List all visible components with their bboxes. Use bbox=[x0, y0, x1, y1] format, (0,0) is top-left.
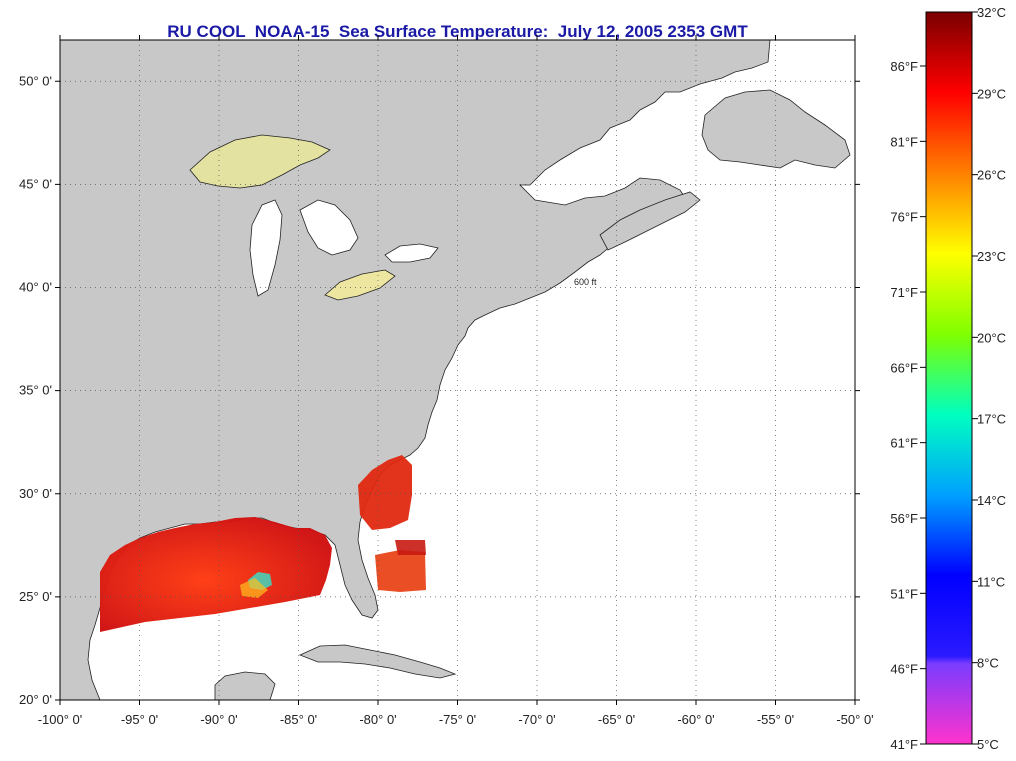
gulf-stream-edge bbox=[395, 540, 426, 555]
lon-tick-label: -100° 0' bbox=[38, 712, 83, 727]
lon-tick-label: -50° 0' bbox=[836, 712, 873, 727]
lon-tick-label: -80° 0' bbox=[359, 712, 396, 727]
colorbar-fahrenheit-label: 46°F bbox=[890, 662, 918, 677]
cuba-land bbox=[298, 644, 457, 679]
map-title: RU COOL NOAA-15 Sea Surface Temperature:… bbox=[167, 22, 748, 41]
lon-tick-label: -60° 0' bbox=[677, 712, 714, 727]
colorbar-celsius-label: 26°C bbox=[977, 168, 1006, 183]
lake-erie bbox=[324, 269, 396, 301]
lon-tick-label: -90° 0' bbox=[200, 712, 237, 727]
isobath-label: 600 ft bbox=[574, 277, 597, 287]
lat-tick-label: 20° 0' bbox=[19, 692, 52, 707]
lon-tick-label: -95° 0' bbox=[121, 712, 158, 727]
colorbar-celsius-label: 23°C bbox=[977, 249, 1006, 264]
graticule bbox=[60, 40, 855, 700]
colorbar-celsius-label: 5°C bbox=[977, 737, 999, 752]
colorbar-fahrenheit-labels: 86°F 81°F 76°F 71°F 66°F 61°F 56°F 51°F 46°F 41°F bbox=[890, 59, 926, 752]
lat-tick-label: 45° 0' bbox=[19, 176, 52, 191]
colorbar-fahrenheit-label: 56°F bbox=[890, 511, 918, 526]
colorbar-fahrenheit-label: 76°F bbox=[890, 210, 918, 225]
lake-superior bbox=[189, 134, 331, 189]
nova-scotia-land bbox=[599, 191, 701, 251]
colorbar-fahrenheit-label: 71°F bbox=[890, 285, 918, 300]
lon-tick-label: -75° 0' bbox=[439, 712, 476, 727]
colorbar-celsius-label: 14°C bbox=[977, 493, 1006, 508]
isobath-labels: 600 ft bbox=[574, 277, 597, 287]
atlantic-florida-sst bbox=[375, 550, 426, 592]
lat-tick-label: 30° 0' bbox=[19, 486, 52, 501]
lat-tick-label: 35° 0' bbox=[19, 383, 52, 398]
map-plot-area bbox=[60, 40, 855, 700]
lat-tick-label: 40° 0' bbox=[19, 280, 52, 295]
colorbar: 32°C 29°C 26°C 23°C 20°C 17°C 14°C 11°C 8°C 5°C 8… bbox=[890, 5, 1006, 752]
colorbar-celsius-label: 11°C bbox=[977, 574, 1005, 589]
colorbar-celsius-label: 8°C bbox=[977, 656, 999, 671]
colorbar-gradient bbox=[925, 11, 973, 745]
colorbar-fahrenheit-label: 81°F bbox=[890, 134, 918, 149]
colorbar-fahrenheit-label: 86°F bbox=[890, 59, 918, 74]
lon-tick-label: -55° 0' bbox=[757, 712, 794, 727]
lat-tick-label: 50° 0' bbox=[19, 73, 52, 88]
sst-data-patches bbox=[100, 455, 426, 632]
lat-tick-label: 25° 0' bbox=[19, 589, 52, 604]
colorbar-celsius-label: 29°C bbox=[977, 86, 1006, 101]
lake-michigan bbox=[249, 199, 283, 297]
newfoundland-land bbox=[701, 89, 851, 169]
atlantic-south-sst bbox=[358, 455, 412, 530]
gulf-of-mexico-sst bbox=[100, 517, 332, 632]
colorbar-fahrenheit-label: 61°F bbox=[890, 436, 918, 451]
latitude-axis: 50° 0' 45° 0' 40° 0' 35° 0' 30° 0' 25° 0' 20° … bbox=[19, 73, 860, 707]
lon-tick-label: -65° 0' bbox=[598, 712, 635, 727]
colorbar-celsius-labels: 32°C 29°C 26°C 23°C 20°C 17°C 14°C 11°C 8°C 5°C bbox=[972, 5, 1006, 752]
colorbar-fahrenheit-label: 66°F bbox=[890, 360, 918, 375]
colorbar-celsius-label: 20°C bbox=[977, 330, 1006, 345]
colorbar-celsius-label: 17°C bbox=[977, 412, 1006, 427]
lon-tick-label: -70° 0' bbox=[518, 712, 555, 727]
longitude-axis: -100° 0' -95° 0' -90° 0' -85° 0' -80° 0' -75°… bbox=[38, 35, 874, 727]
great-lakes bbox=[189, 134, 439, 301]
colorbar-fahrenheit-label: 41°F bbox=[890, 737, 918, 752]
lon-tick-label: -85° 0' bbox=[280, 712, 317, 727]
gulf-warm-core bbox=[240, 578, 268, 598]
colorbar-celsius-label: 32°C bbox=[977, 5, 1006, 20]
lake-ontario bbox=[384, 243, 439, 263]
lake-huron bbox=[299, 199, 359, 256]
yucatan-land bbox=[214, 671, 276, 700]
colorbar-fahrenheit-label: 51°F bbox=[890, 586, 918, 601]
